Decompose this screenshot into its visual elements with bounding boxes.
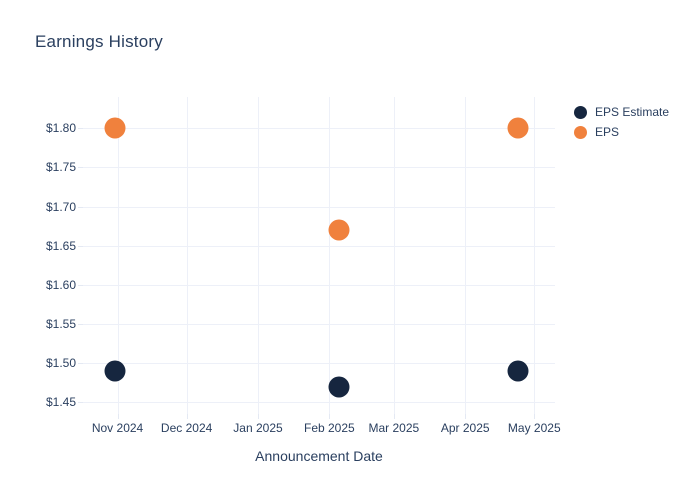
gridline xyxy=(83,284,555,286)
x-tick-label: May 2025 xyxy=(507,421,561,435)
gridline xyxy=(186,97,188,414)
plot-area xyxy=(78,97,555,419)
data-point-eps[interactable] xyxy=(104,117,126,139)
x-tick xyxy=(117,414,119,419)
x-axis-title: Announcement Date xyxy=(255,448,383,464)
x-tick-label: Apr 2025 xyxy=(440,421,490,435)
gridline xyxy=(83,167,555,169)
x-tick xyxy=(534,414,536,419)
x-tick xyxy=(257,414,259,419)
y-tick-label: $1.75 xyxy=(45,160,76,175)
y-tick-label: $1.65 xyxy=(45,238,76,253)
y-tick xyxy=(78,284,83,286)
x-tick xyxy=(329,414,331,419)
gridline xyxy=(117,97,119,414)
gridline xyxy=(534,97,536,414)
gridline xyxy=(83,323,555,325)
legend-label: EPS xyxy=(595,125,620,139)
y-tick xyxy=(78,323,83,325)
gridline xyxy=(83,363,555,365)
x-tick-label: Feb 2025 xyxy=(304,421,355,435)
x-tick xyxy=(393,414,395,419)
eps-swatch-icon xyxy=(574,125,587,139)
y-tick-label: $1.80 xyxy=(45,121,76,136)
x-tick-label: Dec 2024 xyxy=(160,421,213,435)
data-point-eps-estimate[interactable] xyxy=(507,360,529,382)
y-tick xyxy=(78,363,83,365)
data-point-eps[interactable] xyxy=(507,117,529,139)
x-tick-label: Mar 2025 xyxy=(368,421,420,435)
gridline xyxy=(83,206,555,208)
y-tick-label: $1.55 xyxy=(45,316,76,331)
gridline xyxy=(465,97,467,414)
y-tick-label: $1.60 xyxy=(45,277,76,292)
legend: EPS Estimate EPS xyxy=(574,102,669,142)
data-point-eps-estimate[interactable] xyxy=(104,360,126,382)
eps-estimate-swatch-icon xyxy=(574,105,587,119)
x-tick xyxy=(186,414,188,419)
x-tick-label: Nov 2024 xyxy=(91,421,144,435)
y-tick xyxy=(78,206,83,208)
legend-label: EPS Estimate xyxy=(595,105,670,119)
y-tick xyxy=(78,245,83,247)
y-tick-label: $1.45 xyxy=(45,395,76,410)
gridline xyxy=(83,402,555,404)
gridline xyxy=(83,128,555,130)
gridline xyxy=(257,97,259,414)
y-tick-label: $1.50 xyxy=(45,356,76,371)
x-tick-label: Jan 2025 xyxy=(233,421,283,435)
data-point-eps-estimate[interactable] xyxy=(328,376,350,398)
gridline xyxy=(83,245,555,247)
chart-title: Earnings History xyxy=(35,32,163,51)
y-tick-label: $1.70 xyxy=(45,199,76,214)
y-tick xyxy=(78,402,83,404)
gridline xyxy=(329,97,331,414)
legend-item-eps-estimate[interactable]: EPS Estimate xyxy=(574,102,669,122)
data-point-eps[interactable] xyxy=(328,219,350,241)
x-tick xyxy=(465,414,467,419)
y-tick xyxy=(78,167,83,169)
gridline xyxy=(393,97,395,414)
legend-item-eps[interactable]: EPS xyxy=(574,122,669,142)
y-tick xyxy=(78,128,83,130)
